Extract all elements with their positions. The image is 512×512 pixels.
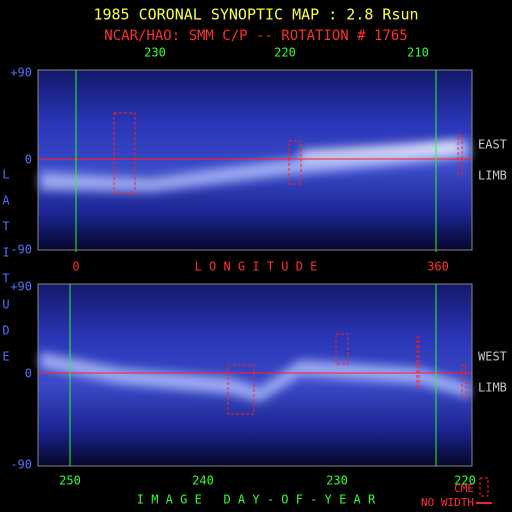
longitude-tick-label: 0 xyxy=(72,260,79,274)
lat-axis-letter: I xyxy=(2,246,9,260)
lat-tick-label: 0 xyxy=(25,367,32,381)
side-label: WEST xyxy=(478,350,507,364)
lat-tick-label: +90 xyxy=(10,66,32,80)
day-tick-label: 230 xyxy=(326,474,348,488)
day-tick-label: 250 xyxy=(59,474,81,488)
bottom-panel xyxy=(37,283,473,467)
subtitle: NCAR/HAO: SMM C/P -- ROTATION # 1765 xyxy=(104,28,407,44)
lat-axis-letter: A xyxy=(2,194,10,208)
streamer-band xyxy=(40,140,470,192)
day-tick-label: 220 xyxy=(454,474,476,488)
lat-tick-label: -90 xyxy=(10,243,32,257)
legend-cme-icon xyxy=(479,477,489,497)
cme-box xyxy=(113,112,136,194)
frame xyxy=(37,283,473,467)
top-tick-label: 210 xyxy=(407,46,429,60)
top-tick-label: 230 xyxy=(144,46,166,60)
legend-cme: CME xyxy=(454,482,474,495)
top-panel xyxy=(37,69,473,252)
lat-tick-label: -90 xyxy=(10,458,32,472)
lat-axis-letter: E xyxy=(2,350,9,364)
lat-tick-label: +90 xyxy=(10,280,32,294)
side-label: LIMB xyxy=(478,381,507,395)
cme-box xyxy=(227,364,255,415)
axis-label: L O N G I T U D E xyxy=(195,260,318,274)
lat-axis-letter: D xyxy=(2,324,9,338)
streamer-band xyxy=(40,352,470,402)
lat-tick-label: 0 xyxy=(25,153,32,167)
cme-box xyxy=(288,140,302,185)
side-label: LIMB xyxy=(478,169,507,183)
cme-box xyxy=(461,364,467,398)
cme-box xyxy=(335,333,349,365)
cme-box xyxy=(457,134,463,177)
cme-box xyxy=(416,336,420,389)
lat-axis-letter: U xyxy=(2,298,9,312)
legend-no-width: NO WIDTH xyxy=(421,496,474,509)
day-tick-label: 240 xyxy=(192,474,214,488)
top-tick-label: 220 xyxy=(274,46,296,60)
lat-axis-letter: T xyxy=(2,272,9,286)
title: 1985 CORONAL SYNOPTIC MAP : 2.8 Rsun xyxy=(93,6,418,24)
lat-axis-letter: L xyxy=(2,168,9,182)
longitude-tick-label: 360 xyxy=(427,260,449,274)
lat-axis-letter: T xyxy=(2,220,9,234)
axis-label: I M A G E D A Y - O F - Y E A R xyxy=(137,493,376,507)
frame xyxy=(37,69,473,251)
streamer-core xyxy=(300,140,460,162)
side-label: EAST xyxy=(478,138,507,152)
